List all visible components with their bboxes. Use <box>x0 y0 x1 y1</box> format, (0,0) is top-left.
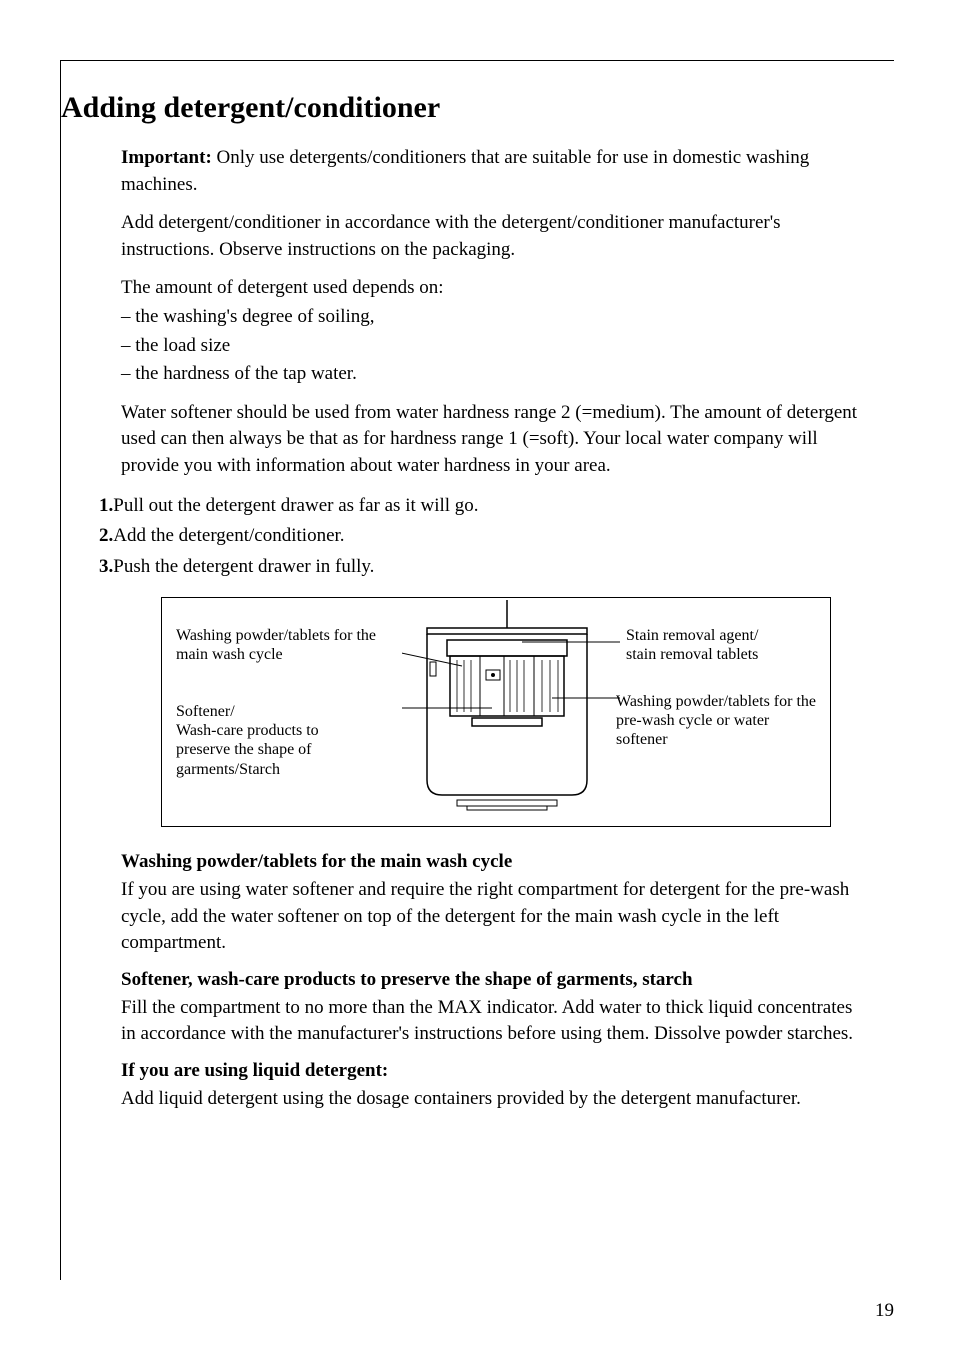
diagram-label-prewash: Washing powder/tablets for the pre-wash … <box>616 692 816 750</box>
paragraph-1: Add detergent/conditioner in accordance … <box>121 210 864 263</box>
subsection-1-text: If you are using water softener and requ… <box>121 877 864 957</box>
steps-list: 1.Pull out the detergent drawer as far a… <box>99 492 864 582</box>
diagram-label-main-wash: Washing powder/tablets for the main wash… <box>176 626 376 664</box>
step-3: 3.Push the detergent drawer in fully. <box>99 553 864 582</box>
washing-machine-icon <box>402 600 622 820</box>
bullet-1: – the washing's degree of soiling, <box>121 304 864 331</box>
step-text: Pull out the detergent drawer as far as … <box>113 495 478 516</box>
bullet-2: – the load size <box>121 333 864 360</box>
step-number: 3. <box>99 556 113 577</box>
important-text: Only use detergents/conditioners that ar… <box>121 147 809 195</box>
step-text: Push the detergent drawer in fully. <box>113 556 374 577</box>
paragraph-2-intro: The amount of detergent used depends on: <box>121 275 864 302</box>
diagram-label-stain-removal: Stain removal agent/ stain removal table… <box>626 626 816 664</box>
important-paragraph: Important: Only use detergents/condition… <box>121 145 864 198</box>
content-frame: Adding detergent/conditioner Important: … <box>60 60 894 1280</box>
step-2: 2.Add the detergent/conditioner. <box>99 522 864 551</box>
subsection-2-text: Fill the compartment to no more than the… <box>121 995 864 1048</box>
bullet-3: – the hardness of the tap water. <box>121 361 864 388</box>
detergent-drawer-diagram: Washing powder/tablets for the main wash… <box>161 597 831 827</box>
paragraph-3: Water softener should be used from water… <box>121 400 864 480</box>
step-number: 2. <box>99 525 113 546</box>
page-number: 19 <box>875 1300 894 1322</box>
step-text: Add the detergent/conditioner. <box>113 525 344 546</box>
subsection-3-text: Add liquid detergent using the dosage co… <box>121 1086 864 1113</box>
section-title: Adding detergent/conditioner <box>61 91 864 125</box>
step-number: 1. <box>99 495 113 516</box>
subsection-3-title: If you are using liquid detergent: <box>121 1060 864 1082</box>
important-label: Important: <box>121 147 212 168</box>
step-1: 1.Pull out the detergent drawer as far a… <box>99 492 864 521</box>
subsection-2-title: Softener, wash-care products to preserve… <box>121 969 864 991</box>
diagram-label-softener: Softener/ Wash-care products to preserve… <box>176 702 376 779</box>
subsection-1-title: Washing powder/tablets for the main wash… <box>121 851 864 873</box>
